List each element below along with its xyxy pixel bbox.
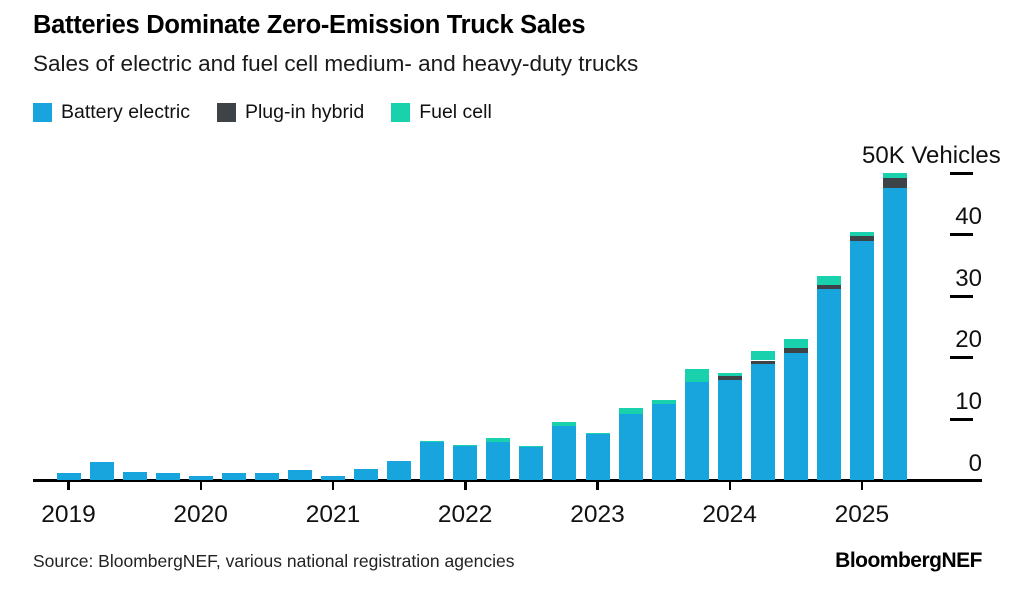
legend-label-battery-electric: Battery electric <box>61 101 190 123</box>
bar-2019-q4-battery-electric <box>155 472 180 480</box>
y-tick-label-0: 0 <box>968 449 982 477</box>
bar-2024-q2-battery-electric <box>750 363 775 480</box>
source-note: Source: BloombergNEF, various national r… <box>33 551 515 571</box>
bar-2022-q1-battery-electric <box>453 446 478 480</box>
bar-2024-q1-battery-electric <box>717 380 742 480</box>
bar-2023-q4-fuel-cell <box>684 368 709 383</box>
chart-subtitle: Sales of electric and fuel cell medium- … <box>33 51 639 76</box>
bar-2023-q3-battery-electric <box>651 404 676 480</box>
bar-2023-q2-fuel-cell <box>618 407 643 415</box>
plug-in-hybrid-swatch-icon <box>216 103 236 122</box>
bar-2024-q3-fuel-cell <box>783 338 808 349</box>
y-tick-10 <box>950 417 973 421</box>
x-tick-label-2024: 2024 <box>702 501 757 528</box>
x-tick-2025 <box>860 481 864 490</box>
bar-2021-q3-battery-electric <box>387 460 412 480</box>
y-tick-50 <box>950 171 973 175</box>
x-tick-label-2023: 2023 <box>570 501 625 528</box>
bar-2023-q1-battery-electric <box>585 434 610 480</box>
bar-2024-q1-plug-in-hybrid <box>717 375 742 381</box>
bar-2024-q1-fuel-cell <box>717 372 742 376</box>
bar-2024-q2-plug-in-hybrid <box>750 360 775 364</box>
bloombergnef-logo: BloombergNEF <box>835 549 982 572</box>
x-tick-2022 <box>464 481 467 490</box>
bar-2025-q1-battery-electric <box>849 241 874 480</box>
bar-2020-q4-battery-electric <box>287 470 312 480</box>
legend-item-battery-electric: Battery electric <box>33 101 190 124</box>
bar-2024-q2-fuel-cell <box>750 351 775 361</box>
y-tick-label-10: 10 <box>955 387 982 415</box>
bar-2021-q1-battery-electric <box>321 475 345 480</box>
y-tick-label-30: 30 <box>955 264 982 292</box>
x-tick-2019 <box>67 481 70 490</box>
x-tick-label-2020: 2020 <box>173 501 228 528</box>
battery-electric-swatch-icon <box>33 103 52 122</box>
bar-2024-q4-battery-electric <box>816 289 841 480</box>
x-tick-2024 <box>728 481 731 490</box>
legend-item-plug-in-hybrid: Plug-in hybrid <box>216 101 365 124</box>
bar-2021-q4-fuel-cell <box>420 440 445 443</box>
bar-2023-q2-battery-electric <box>618 414 643 480</box>
bar-2022-q4-fuel-cell <box>552 421 577 427</box>
y-tick-label-50: 50K Vehicles <box>862 141 1001 169</box>
y-tick-30 <box>950 294 973 298</box>
bar-2020-q1-battery-electric <box>188 475 213 480</box>
y-tick-label-20: 20 <box>955 326 982 354</box>
bar-2021-q4-battery-electric <box>420 442 445 480</box>
bar-2025-q2-plug-in-hybrid <box>883 178 907 189</box>
bar-2024-q3-plug-in-hybrid <box>783 348 808 354</box>
bar-2023-q4-battery-electric <box>684 382 709 480</box>
bar-2022-q3-fuel-cell <box>519 445 544 447</box>
x-tick-label-2019: 2019 <box>41 501 96 528</box>
bar-2022-q1-fuel-cell <box>453 444 478 447</box>
bar-2023-q3-fuel-cell <box>651 399 676 405</box>
bar-2020-q2-battery-electric <box>221 472 246 480</box>
x-tick-label-2021: 2021 <box>305 501 361 528</box>
bar-2025-q1-plug-in-hybrid <box>849 236 874 241</box>
x-tick-2020 <box>199 481 202 490</box>
chart-title: Batteries Dominate Zero-Emission Truck S… <box>33 11 586 39</box>
fuel-cell-swatch-icon <box>391 103 411 122</box>
x-tick-2023 <box>596 481 599 490</box>
bar-2019-q1-battery-electric <box>56 473 81 480</box>
bar-2020-q3-battery-electric <box>254 472 279 480</box>
x-tick-label-2025: 2025 <box>834 501 890 528</box>
legend: Battery electric Plug-in hybrid Fuel cel… <box>33 101 492 124</box>
legend-label-plug-in-hybrid: Plug-in hybrid <box>244 101 365 123</box>
bar-2024-q3-battery-electric <box>783 353 808 480</box>
bar-2019-q3-battery-electric <box>122 472 147 480</box>
bar-2023-q1-fuel-cell <box>585 433 610 435</box>
bar-2019-q2-battery-electric <box>89 462 114 480</box>
x-axis-line <box>33 479 982 482</box>
bar-2022-q2-battery-electric <box>486 442 511 480</box>
bar-2022-q4-battery-electric <box>552 426 577 480</box>
bar-2025-q2-battery-electric <box>883 188 907 480</box>
bar-2022-q2-fuel-cell <box>486 437 511 443</box>
bar-2025-q1-fuel-cell <box>849 232 874 237</box>
bar-2022-q3-battery-electric <box>519 446 544 480</box>
x-tick-label-2022: 2022 <box>437 501 493 528</box>
bar-2025-q2-fuel-cell <box>883 172 907 179</box>
legend-item-fuel-cell: Fuel cell <box>391 101 492 124</box>
bar-2024-q4-plug-in-hybrid <box>816 285 841 289</box>
x-tick-2021 <box>331 481 335 490</box>
y-tick-label-40: 40 <box>955 203 982 231</box>
y-tick-20 <box>950 356 973 360</box>
bar-2021-q2-battery-electric <box>354 468 378 480</box>
legend-label-fuel-cell: Fuel cell <box>419 101 492 123</box>
y-tick-40 <box>950 233 973 237</box>
bar-2024-q4-fuel-cell <box>816 276 841 286</box>
